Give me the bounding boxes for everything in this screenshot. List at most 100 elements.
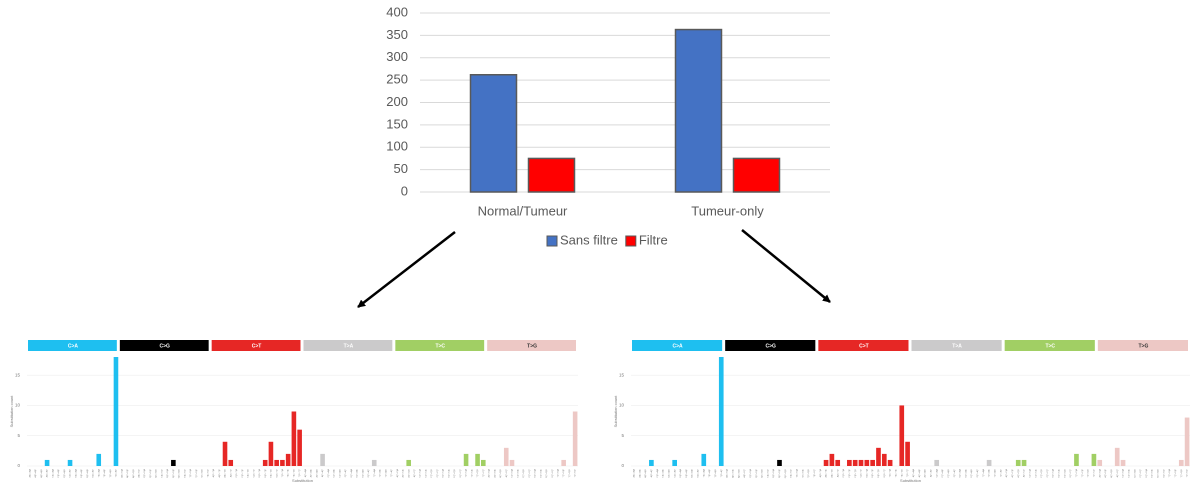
x-tick-label: G[C>A]G: [691, 469, 694, 478]
y-tick-label: 0: [17, 463, 20, 468]
x-tick-label: A[C>A]C: [638, 469, 641, 478]
bar: [1184, 417, 1190, 466]
arrow: [741, 229, 831, 303]
x-tick-label: A[C>G]C: [731, 469, 734, 478]
x-tick-label: A[C>T]G: [830, 469, 833, 478]
bar: [887, 459, 893, 466]
x-tick-label: G[C>G]A: [166, 468, 169, 477]
x-tick-label: C[T>G]T: [1139, 468, 1142, 477]
bar: [274, 459, 279, 466]
x-axis-label: Substitution: [292, 478, 313, 483]
x-tick-label: C[T>A]A: [327, 468, 330, 477]
x-tick-label: T[T>G]C: [562, 469, 565, 478]
bar: [67, 459, 73, 466]
x-tick-label: A[T>C]T: [413, 468, 416, 477]
x-tick-label: G[T>C]A: [1052, 468, 1055, 477]
group-label: C>A: [68, 343, 79, 349]
x-tick-label: C[T>G]G: [522, 469, 525, 478]
x-tick-label: A[C>T]A: [212, 468, 215, 477]
x-tick-label: T[T>A]G: [384, 469, 387, 478]
x-tick-label: C[C>G]C: [755, 469, 758, 478]
x-tick-label: A[T>G]T: [505, 468, 508, 477]
x-tick-label: T[C>T]C: [287, 469, 290, 478]
bar: [297, 429, 302, 466]
group-header: [632, 340, 723, 351]
x-tick-label: A[C>G]T: [138, 468, 141, 477]
x-tick-label: A[T>A]A: [912, 468, 915, 477]
x-tick-label: A[T>A]T: [321, 468, 324, 477]
x-tick-label: G[C>A]T: [697, 468, 700, 477]
y-tick-label: 15: [619, 372, 625, 377]
y-tick-label: 400: [386, 4, 408, 19]
x-tick-label: C[T>G]A: [1122, 468, 1125, 477]
y-tick-label: 0: [401, 183, 408, 198]
x-tick-label: A[T>A]G: [315, 469, 318, 478]
x-tick-label: G[T>C]A: [442, 468, 445, 477]
x-tick-label: A[C>G]C: [126, 469, 129, 478]
x-tick-label: C[T>G]T: [528, 468, 531, 477]
x-tick-label: C[T>C]T: [436, 468, 439, 477]
bar: [986, 459, 992, 466]
group-label: C>T: [859, 343, 869, 349]
x-tick-label: C[T>C]C: [1034, 469, 1037, 478]
group-label: C>A: [673, 343, 684, 349]
bar: [228, 459, 234, 466]
x-tick-label: T[C>G]G: [807, 469, 810, 478]
x-tick-label: C[T>A]G: [338, 469, 341, 478]
bar: [561, 459, 566, 466]
x-tick-label: T[C>A]A: [97, 468, 100, 477]
x-tick-label: A[C>T]T: [229, 468, 232, 477]
x-tick-label: G[T>C]G: [453, 469, 456, 478]
x-tick-label: T[C>A]T: [720, 468, 723, 477]
x-tick-label: C[T>A]T: [953, 468, 956, 477]
x-tick-label: G[C>G]G: [784, 469, 787, 478]
x-tick-label: G[T>G]A: [1145, 468, 1148, 477]
x-tick-label: A[C>T]G: [224, 469, 227, 478]
y-tick-label: 250: [386, 72, 408, 87]
x-tick-label: A[T>C]C: [402, 469, 405, 478]
x-tick-label: G[C>T]T: [275, 468, 278, 477]
x-axis-label: Substitution: [900, 478, 921, 483]
x-tick-label: A[C>T]A: [819, 468, 822, 477]
bar: [847, 459, 852, 466]
x-tick-label: C[C>A]G: [667, 469, 670, 478]
bar: [96, 453, 102, 466]
x-tick-label: A[T>C]G: [1017, 469, 1020, 478]
x-tick-label: T[C>G]T: [206, 468, 209, 477]
x-tick-label: A[T>A]A: [304, 468, 307, 477]
legend-label: Sans filtre: [560, 232, 618, 247]
bar: [649, 459, 654, 466]
x-tick-label: C[C>G]T: [160, 468, 163, 477]
group-label: C>G: [766, 343, 777, 349]
x-tick-label: T[C>A]G: [109, 469, 112, 478]
x-tick-label: A[T>G]T: [1116, 468, 1119, 477]
bar: [463, 453, 469, 466]
x-tick-label: G[C>G]C: [778, 469, 781, 478]
x-tick-label: G[T>G]G: [545, 469, 548, 478]
bar: [701, 453, 707, 466]
legend-swatch: [625, 235, 637, 247]
x-tick-label: G[C>A]T: [92, 468, 95, 477]
x-tick-label: A[T>A]T: [929, 468, 932, 477]
bar: [572, 411, 578, 466]
x-tick-label: A[T>A]C: [918, 469, 921, 478]
x-tick-label: G[C>T]A: [865, 468, 868, 477]
x-tick-label: C[C>T]C: [241, 469, 244, 478]
x-tick-label: C[C>A]C: [662, 469, 665, 478]
bar: [732, 157, 781, 193]
bar: [905, 441, 910, 466]
x-tick-label: C[C>G]G: [155, 469, 158, 478]
x-tick-label: A[T>G]A: [488, 468, 491, 477]
x-tick-label: G[C>A]A: [679, 468, 682, 477]
bar: [371, 459, 377, 466]
x-tick-label: G[C>T]G: [270, 469, 273, 478]
x-tick-label: C[T>G]C: [1127, 469, 1130, 478]
x-tick-label: G[C>G]C: [172, 469, 175, 478]
group-label: T>G: [527, 343, 537, 349]
group-label: C>G: [160, 343, 171, 349]
x-tick-label: A[C>A]C: [34, 469, 37, 478]
x-tick-label: T[C>G]C: [801, 469, 804, 478]
x-tick-label: C[T>A]C: [941, 469, 944, 478]
x-tick-label: C[T>G]A: [511, 468, 514, 477]
x-tick-label: C[C>G]G: [761, 469, 764, 478]
